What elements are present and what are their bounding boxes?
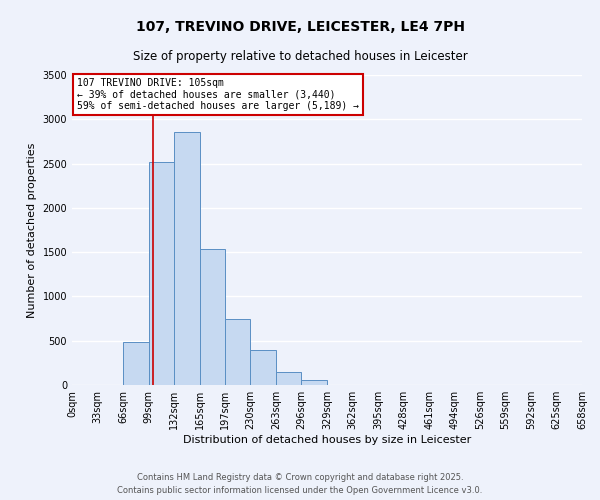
X-axis label: Distribution of detached houses by size in Leicester: Distribution of detached houses by size … [183, 435, 471, 445]
Text: 107, TREVINO DRIVE, LEICESTER, LE4 7PH: 107, TREVINO DRIVE, LEICESTER, LE4 7PH [136, 20, 464, 34]
Bar [276, 372, 301, 385]
Bar [301, 380, 327, 385]
Bar [224, 319, 250, 385]
Text: 107 TREVINO DRIVE: 105sqm
← 39% of detached houses are smaller (3,440)
59% of se: 107 TREVINO DRIVE: 105sqm ← 39% of detac… [77, 78, 359, 112]
Y-axis label: Number of detached properties: Number of detached properties [27, 142, 37, 318]
Text: Contains public sector information licensed under the Open Government Licence v3: Contains public sector information licen… [118, 486, 482, 495]
Bar [175, 132, 200, 385]
Text: Contains HM Land Registry data © Crown copyright and database right 2025.: Contains HM Land Registry data © Crown c… [137, 474, 463, 482]
Bar [200, 249, 224, 385]
Bar [250, 350, 276, 385]
Bar [149, 162, 175, 385]
Text: Size of property relative to detached houses in Leicester: Size of property relative to detached ho… [133, 50, 467, 63]
Bar [123, 342, 149, 385]
